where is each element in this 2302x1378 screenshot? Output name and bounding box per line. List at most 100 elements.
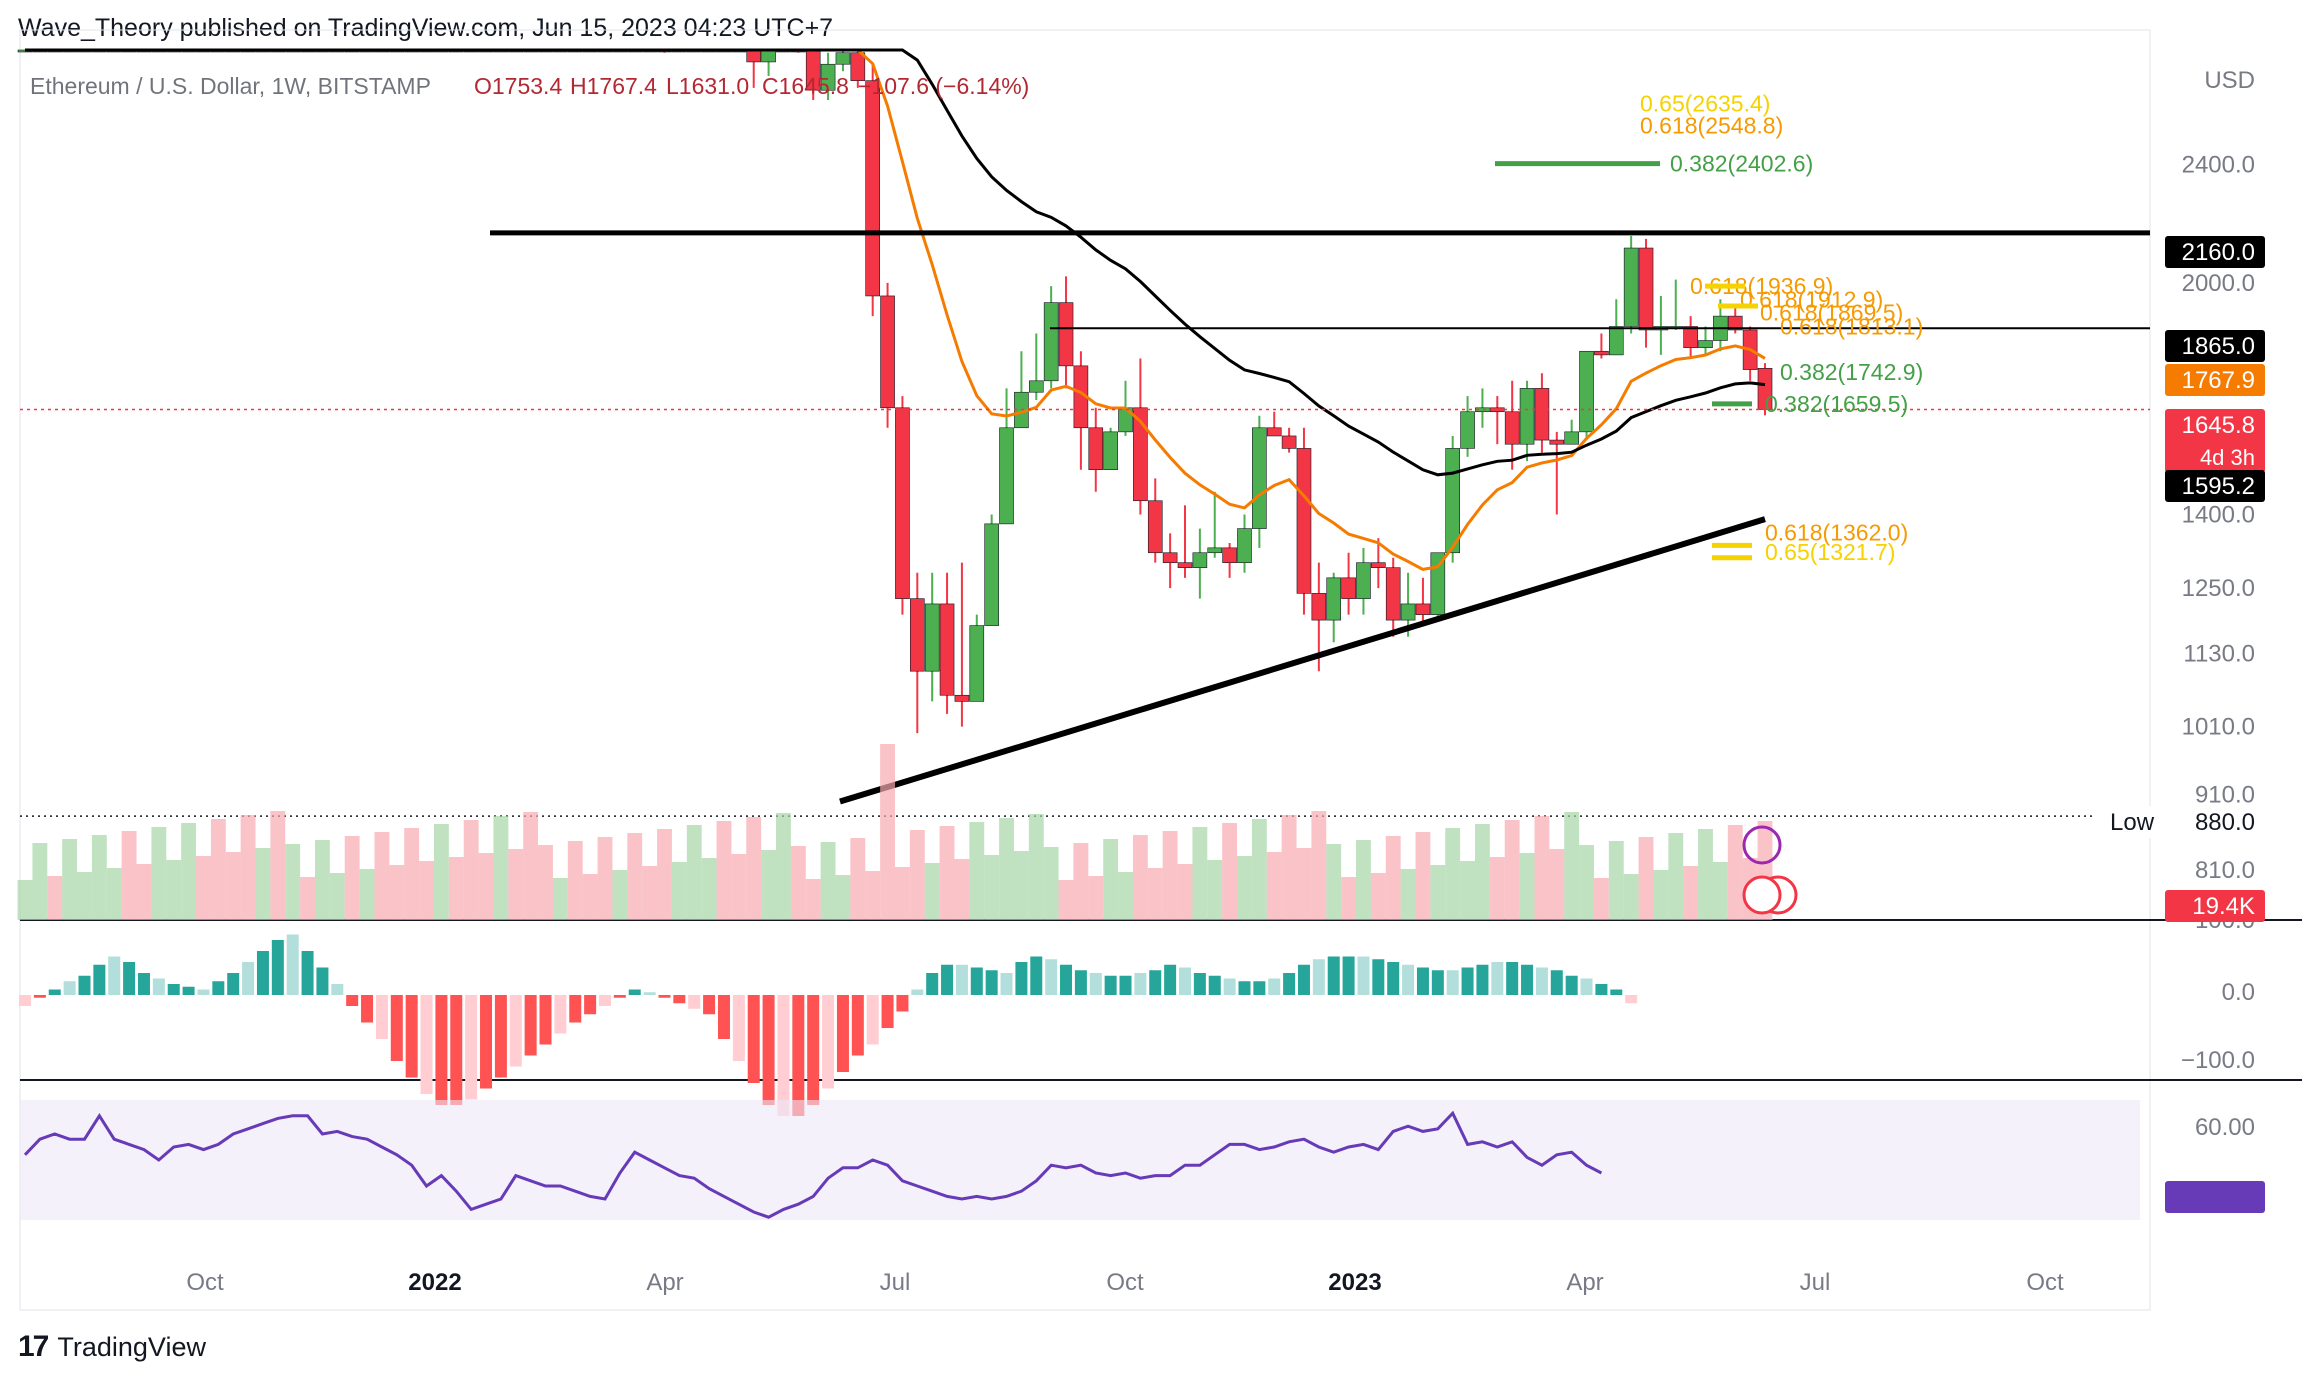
price-tag-bg [2165, 470, 2265, 502]
macd-histogram-bar [1387, 962, 1400, 995]
macd-histogram-bar [1179, 967, 1191, 995]
macd-histogram-bar [346, 995, 359, 1006]
candle-body [880, 295, 895, 409]
macd-histogram-bar [286, 934, 299, 995]
volume-bar [642, 866, 658, 920]
volume-bar [567, 841, 583, 920]
macd-histogram-bar [182, 986, 195, 995]
volume-bar [538, 845, 553, 920]
volume-bar [1251, 819, 1267, 920]
candle [1281, 427, 1297, 453]
macd-histogram-bar [1431, 970, 1444, 995]
macd-histogram-bar [539, 995, 552, 1045]
price-tag [2165, 409, 2265, 473]
volume-bar [1653, 870, 1669, 920]
macd-histogram-bar [271, 940, 284, 995]
price-tag-bg [2165, 236, 2265, 268]
macd-histogram-bar [658, 995, 671, 998]
candle [1638, 238, 1654, 348]
macd-histogram-bar [613, 995, 626, 998]
legend-value: Ethereum / U.S. Dollar, 1W, BITSTAMP [30, 73, 431, 99]
candle [969, 614, 985, 702]
candle-body [1564, 431, 1579, 445]
fib-label: 0.618(1869.5) [1760, 300, 1903, 326]
candle-body [1252, 427, 1267, 529]
macd-histogram-bar [256, 951, 269, 995]
candle-body [954, 694, 970, 702]
macd-histogram-bar [1342, 956, 1355, 995]
macd-histogram-bar [1223, 978, 1236, 995]
fib-label: 0.618(2548.8) [1640, 112, 1783, 138]
macd-histogram-bar [822, 995, 835, 1089]
candle-body [1683, 326, 1698, 348]
macd-histogram-bar [78, 975, 91, 995]
price-tag-label: 1645.8 [2182, 412, 2255, 439]
macd-histogram-bar [1238, 981, 1251, 995]
volume-bar [478, 853, 494, 920]
fib-label: 0.65(2635.4) [1640, 91, 1770, 117]
time-axis-label: Oct [186, 1269, 224, 1296]
candle-body [835, 52, 851, 65]
price-tag-bg [2165, 890, 2265, 922]
price-tag [2165, 470, 2265, 502]
volume-bar [210, 819, 226, 920]
brand[interactable]: 17 TradingView [18, 1330, 206, 1364]
macd-histogram-bar [152, 978, 165, 995]
candle-body [1638, 247, 1654, 331]
candle-body [1698, 340, 1713, 348]
candle [1043, 286, 1059, 389]
volume-bar [1608, 841, 1624, 920]
macd-histogram-bar [1446, 970, 1459, 995]
candle [1549, 431, 1565, 515]
volume-bar [984, 855, 1000, 920]
volume-bar [1311, 811, 1327, 920]
macd-histogram-bar [851, 995, 864, 1056]
macd-histogram-bar [494, 995, 507, 1078]
volume-bar [552, 878, 568, 920]
candle [865, 64, 880, 317]
price-tag-bg [2165, 330, 2265, 362]
candle-body [1222, 547, 1237, 563]
macd-histogram-bar [1104, 975, 1117, 995]
volume-bar [359, 869, 375, 920]
time-axis-label: Apr [1566, 1269, 1603, 1296]
legend-value: C1645.8 [762, 73, 849, 99]
macd-histogram-bar [1416, 967, 1429, 995]
macd-histogram-bar [941, 964, 954, 995]
currency-label: USD [2204, 67, 2255, 94]
legend-value: H1767.4 [570, 73, 657, 99]
candle [939, 572, 955, 714]
volume-bar [1385, 836, 1401, 920]
volume-bar [1445, 828, 1461, 920]
price-tag-label: 2160.0 [2182, 239, 2255, 266]
fib-label: 0.618(1362.0) [1765, 519, 1908, 545]
price-chart[interactable]: 2400.0 2000.0 1400.0 1250.0 1130.0 1010.0 910.… [0, 0, 2302, 1320]
candle-body [1326, 577, 1342, 621]
volume-bar [255, 848, 271, 920]
candle [1371, 538, 1386, 589]
candle-body [1296, 448, 1312, 594]
price-tag [2165, 364, 2265, 396]
volume-bar [790, 846, 806, 920]
macd-histogram-bar [1595, 984, 1608, 995]
price-tag-label: 1767.9 [2182, 367, 2255, 394]
volume-bar [924, 863, 940, 920]
macd-histogram-bar [1550, 970, 1563, 995]
volume-bar [1281, 815, 1297, 920]
candle-body [1385, 567, 1401, 621]
candle-body [1192, 552, 1208, 568]
macd-histogram-bar [703, 995, 716, 1015]
candle-body [984, 523, 999, 626]
macd-histogram-bar [881, 995, 894, 1028]
macd-histogram-bar [93, 964, 106, 995]
macd-histogram-bar [33, 995, 46, 998]
volume-bar [32, 843, 48, 920]
volume-bar [1132, 835, 1148, 920]
volume-bar [1028, 814, 1044, 920]
macd-histogram-bar [509, 995, 522, 1067]
candle-body [1281, 435, 1297, 449]
candle [1326, 572, 1342, 643]
volume-bar [939, 826, 955, 920]
macd-histogram-bar [1476, 964, 1489, 995]
volume-bar [820, 842, 836, 920]
